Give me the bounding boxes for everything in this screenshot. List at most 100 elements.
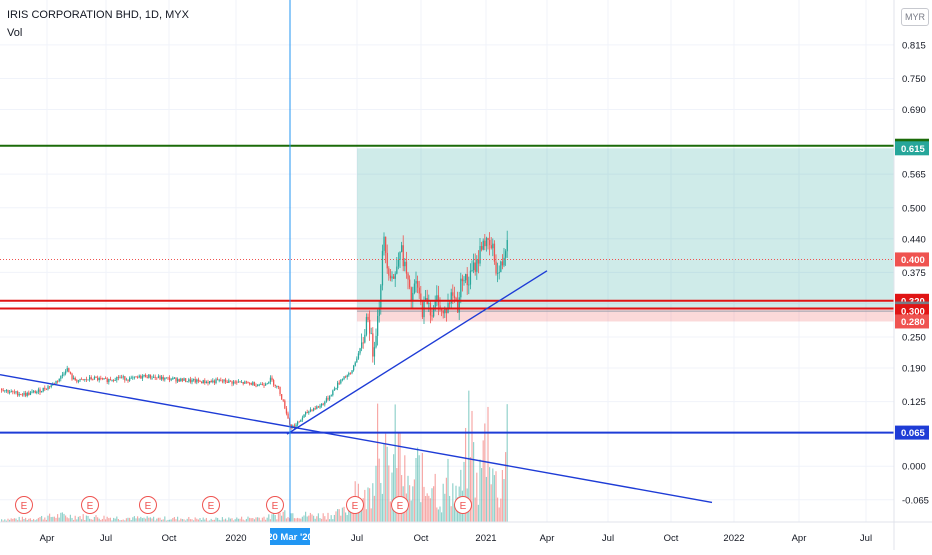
volume-bar — [47, 515, 49, 522]
candle-body — [330, 395, 332, 397]
volume-bar — [124, 520, 126, 522]
candle-body — [141, 376, 144, 379]
volume-bar — [237, 518, 239, 522]
symbol-title[interactable]: IRIS CORPORATION BHD, 1D, MYX — [7, 9, 189, 21]
candle-body — [49, 386, 51, 388]
candle-body — [445, 309, 448, 314]
candle-body — [23, 393, 25, 395]
candle-body — [413, 283, 416, 293]
volume-bar — [263, 516, 265, 522]
volume-bar — [183, 519, 185, 522]
time-tick-label: Oct — [162, 533, 177, 544]
candle-body — [138, 375, 140, 378]
candle-body — [455, 297, 457, 301]
volume-bar — [501, 470, 503, 522]
volume-bar — [109, 517, 111, 522]
volume-bar — [361, 506, 363, 522]
candle-body — [279, 386, 281, 395]
candle-body — [183, 378, 185, 381]
candle-body — [314, 408, 316, 410]
volume-bar — [309, 512, 311, 522]
candle-body — [82, 379, 84, 381]
candle-body — [276, 385, 278, 387]
volume-bar — [121, 520, 123, 522]
volume-bar — [301, 516, 303, 522]
price-label-text: 0.615 — [901, 144, 925, 155]
candle-body — [444, 309, 446, 314]
volume-bar — [177, 516, 179, 522]
candle-body — [285, 408, 288, 414]
candle-body — [9, 392, 11, 393]
volume-bar — [129, 517, 131, 522]
volume-bar — [170, 519, 172, 522]
candle-body — [268, 381, 270, 384]
candle-body — [492, 243, 494, 249]
candle-body — [180, 378, 182, 382]
candle-body — [234, 381, 236, 383]
candle-body — [255, 385, 257, 387]
currency-badge[interactable]: MYR — [901, 8, 929, 26]
candle-body — [271, 377, 273, 380]
candle-body — [479, 246, 481, 264]
volume-bar — [148, 517, 150, 522]
candle-body — [380, 285, 382, 308]
volume-indicator-label[interactable]: Vol — [7, 27, 23, 39]
drawing-lines[interactable] — [0, 0, 894, 522]
volume-bar — [76, 519, 78, 522]
volume-bar — [37, 517, 39, 522]
candle-body — [65, 371, 67, 374]
price-label-bg — [895, 425, 929, 440]
volume-bar — [431, 488, 433, 522]
volume-bar — [420, 502, 422, 522]
candle-body — [244, 381, 246, 384]
candle-body — [281, 394, 283, 400]
candle-body — [356, 358, 358, 363]
volume-bar — [476, 472, 478, 522]
candle-body — [295, 424, 297, 428]
candle-body — [474, 262, 476, 272]
price-tick-label: 0.250 — [902, 332, 926, 343]
price-tick-label: -0.065 — [902, 495, 929, 506]
volume-bar — [127, 517, 129, 522]
volume-bar — [205, 517, 207, 522]
volume-bar — [50, 517, 52, 522]
candle-body — [29, 392, 32, 395]
volume-bar — [327, 512, 329, 522]
volume-bar — [135, 518, 137, 522]
candle-body — [69, 372, 72, 374]
volume-bar — [231, 518, 233, 522]
candle-body — [401, 245, 403, 252]
volume-bar — [100, 519, 102, 522]
volume-bar — [161, 519, 163, 522]
price-candles — [1, 230, 508, 430]
volume-bar — [359, 503, 361, 522]
volume-bar — [373, 495, 375, 522]
volume-bar — [92, 519, 94, 522]
volume-bar — [412, 486, 414, 522]
volume-bar — [482, 440, 484, 522]
candle-body — [221, 380, 224, 382]
volume-bar — [284, 510, 286, 522]
candle-body — [381, 250, 384, 286]
candle-body — [47, 386, 49, 390]
candle-body — [87, 379, 89, 381]
candle-body — [287, 413, 289, 419]
candle-body — [89, 377, 91, 380]
volume-bar — [279, 512, 281, 522]
candle-body — [164, 377, 166, 380]
volume-bar — [453, 503, 455, 522]
candle-body — [372, 333, 374, 357]
volume-bar — [233, 520, 235, 522]
candle-body — [297, 421, 299, 425]
candle-body — [161, 376, 163, 380]
candle-body — [37, 389, 40, 392]
candle-body — [354, 362, 356, 366]
volume-bar — [130, 519, 132, 522]
volume-bar — [157, 517, 159, 522]
candle-body — [31, 391, 33, 393]
volume-bar — [111, 520, 113, 522]
volume-bar — [106, 516, 108, 522]
